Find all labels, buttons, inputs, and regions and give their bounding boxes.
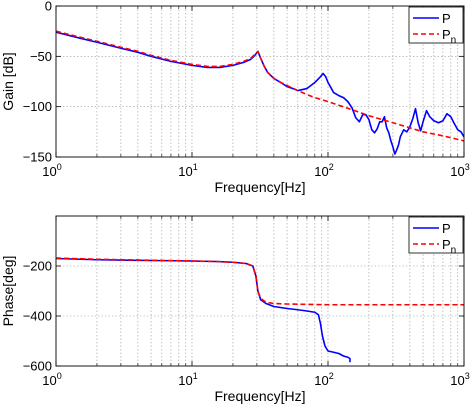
legend-label-pn: Pn <box>442 27 456 46</box>
y-tick-label: −600 <box>23 359 52 374</box>
legend: PPn <box>408 216 464 256</box>
legend: PPn <box>408 6 464 46</box>
y-tick-label: −50 <box>30 49 52 64</box>
y-axis-label: Gain [dB] <box>0 52 16 110</box>
y-tick-label: −400 <box>23 309 52 324</box>
legend-box <box>408 216 464 254</box>
grid <box>56 6 464 157</box>
series-line-p <box>56 31 464 155</box>
y-tick-label: 0 <box>45 0 52 14</box>
x-axis-label: Frequency[Hz] <box>214 179 305 195</box>
legend-box <box>408 6 464 44</box>
axes-box <box>55 215 465 367</box>
x-tick-label: 100 <box>42 371 61 388</box>
x-tick-label: 102 <box>314 371 333 388</box>
x-tick-label: 102 <box>314 162 333 179</box>
x-tick-label: 103 <box>450 162 469 179</box>
x-tick-label: 103 <box>450 371 469 388</box>
y-tick-label: −200 <box>23 259 52 274</box>
panel-gain: 100 101 102 103 0 −50 −100 −150 Frequency[Hz] Gai… <box>0 0 470 195</box>
series-line-p <box>56 257 351 363</box>
y-tick-label: −100 <box>23 99 52 114</box>
x-tick-label: 101 <box>178 162 197 179</box>
y-axis-label: Phase[deg] <box>0 256 16 327</box>
x-tick-label: 101 <box>178 371 197 388</box>
x-axis-label: Frequency[Hz] <box>214 388 305 404</box>
legend-label-p: P <box>442 221 451 236</box>
legend-label-pn: Pn <box>442 237 456 256</box>
legend-label-p: P <box>442 11 451 26</box>
axes-box <box>55 5 465 158</box>
x-tick-label: 100 <box>42 162 61 179</box>
panel-phase: 100 101 102 103 −200 −400 −600 Frequency[Hz] Pha… <box>0 215 470 404</box>
y-tick-label: −150 <box>23 150 52 165</box>
grid <box>56 216 464 366</box>
series-line-pn <box>56 257 464 306</box>
